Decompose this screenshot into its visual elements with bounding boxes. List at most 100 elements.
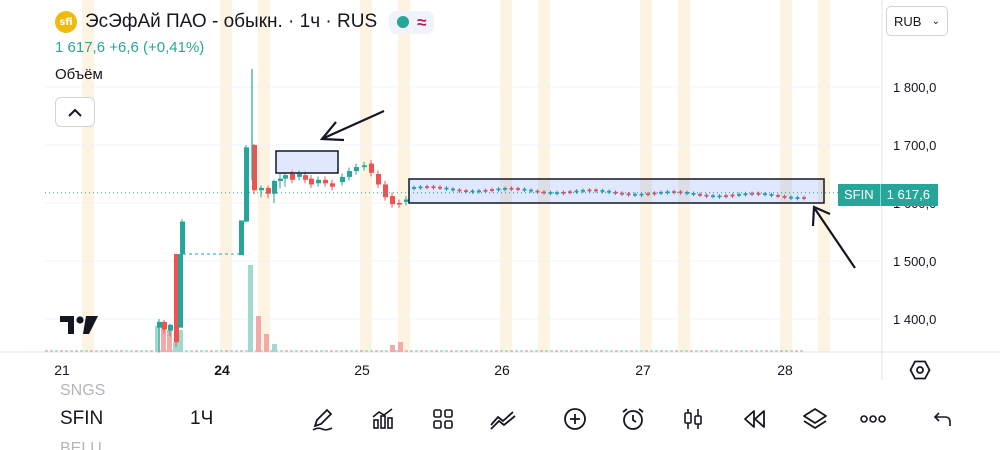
replay-button[interactable] — [740, 404, 770, 434]
drawing-button[interactable] — [308, 404, 338, 434]
candle-body — [724, 195, 728, 198]
currency-select[interactable]: RUB ⌄ — [886, 6, 948, 36]
candle-body — [802, 197, 806, 199]
volume-bar — [575, 350, 578, 352]
interval-button[interactable]: 1Ч — [190, 408, 214, 429]
volume-bar — [167, 330, 172, 352]
back-button[interactable] — [928, 404, 958, 434]
indicators-button[interactable] — [368, 404, 398, 434]
more-button[interactable] — [858, 404, 888, 434]
volume-bar — [130, 350, 133, 352]
bottom-toolbar: SNGS SFIN BELU 1Ч — [0, 384, 1000, 450]
volume-bar — [260, 350, 263, 352]
symbol-prev[interactable]: SNGS — [60, 384, 106, 399]
candle-body — [157, 321, 162, 328]
candle-body — [252, 145, 257, 191]
volume-bar — [555, 350, 558, 352]
volume-bar — [495, 350, 498, 352]
candle-body — [457, 189, 462, 192]
add-button[interactable] — [560, 404, 590, 434]
volume-bar — [135, 350, 138, 352]
volume-bar — [610, 350, 613, 352]
session-band — [258, 0, 270, 352]
volume-bar — [110, 350, 113, 352]
collapse-legend-button[interactable] — [55, 97, 95, 127]
volume-bar — [545, 350, 548, 352]
price-chart[interactable]: 1 800,01 700,01 600,01 500,01 400,021242… — [0, 0, 1000, 380]
volume-bar — [780, 350, 783, 352]
volume-bar — [740, 350, 743, 352]
price-tick-label: 1 800,0 — [893, 80, 936, 95]
layout-button[interactable] — [428, 404, 458, 434]
replay-icon — [744, 410, 765, 428]
candle-body — [259, 187, 264, 191]
volume-bar — [90, 350, 93, 352]
candle-body — [316, 179, 321, 184]
volume-bar — [760, 350, 763, 352]
candle-body — [290, 174, 295, 180]
symbol-logo: sfi — [55, 11, 77, 33]
volume-bar — [500, 350, 503, 352]
volume-bar — [550, 350, 553, 352]
candle-body — [633, 193, 637, 196]
volume-bar — [125, 350, 128, 352]
price-tick-label: 1 400,0 — [893, 312, 936, 327]
market-open-icon — [397, 16, 410, 28]
volume-indicator-label[interactable]: Объём — [55, 66, 103, 83]
candle-body — [464, 190, 468, 193]
layers-button[interactable] — [800, 404, 830, 434]
session-band — [538, 0, 550, 352]
volume-bar — [725, 350, 728, 352]
session-band — [360, 0, 372, 352]
candle-body — [574, 190, 579, 193]
candle-body — [383, 184, 388, 198]
compare-icon — [490, 411, 516, 430]
candle-body — [354, 167, 359, 172]
symbol-switcher[interactable]: SNGS SFIN BELU — [60, 384, 150, 450]
pencil-icon — [312, 408, 333, 431]
volume-bar — [685, 350, 688, 352]
candle-body — [425, 186, 429, 188]
volume-bar — [785, 350, 788, 352]
volume-bar — [415, 350, 418, 352]
symbol-current[interactable]: SFIN — [60, 408, 104, 429]
volume-bar — [475, 350, 478, 352]
candle-body — [483, 189, 488, 192]
chart-type-button[interactable] — [678, 404, 708, 434]
annotation-box — [275, 150, 339, 174]
volume-bar — [340, 350, 343, 352]
candle-body — [626, 193, 631, 196]
candle-body — [607, 190, 611, 193]
candle-body — [451, 188, 455, 191]
volume-bar — [370, 350, 373, 352]
candle-body — [613, 191, 618, 194]
chart-settings-button[interactable] — [906, 356, 934, 384]
alert-button[interactable] — [618, 404, 648, 434]
candle-body — [490, 189, 494, 191]
back-icon — [933, 412, 951, 426]
volume-bar — [540, 350, 543, 352]
compare-button[interactable] — [488, 404, 518, 434]
annotation-arrow — [811, 205, 831, 227]
candle-body — [685, 192, 689, 194]
chart-area[interactable]: 1 800,01 700,01 600,01 500,01 400,021242… — [0, 0, 1000, 380]
volume-bar — [200, 350, 203, 352]
candle-body — [412, 187, 416, 189]
candle-body — [178, 254, 183, 328]
volume-bar — [375, 350, 378, 352]
volume-bar — [245, 350, 248, 352]
symbol-next[interactable]: BELU — [60, 440, 102, 450]
volume-bar — [155, 326, 160, 352]
symbol-title[interactable]: ЭсЭфАй ПАО - обыкн. · 1ч · RUS — [85, 11, 378, 32]
status-pill[interactable]: ≈ — [389, 10, 435, 34]
candle-body — [711, 195, 715, 198]
alarm-icon — [622, 408, 644, 430]
candle-body — [239, 220, 244, 256]
candle-body — [397, 203, 402, 205]
chevron-up-icon — [68, 108, 82, 117]
volume-bar — [178, 330, 183, 352]
volume-bar — [790, 350, 793, 352]
volume-bar — [80, 350, 83, 352]
volume-bar — [480, 350, 483, 352]
volume-bar — [670, 350, 673, 352]
